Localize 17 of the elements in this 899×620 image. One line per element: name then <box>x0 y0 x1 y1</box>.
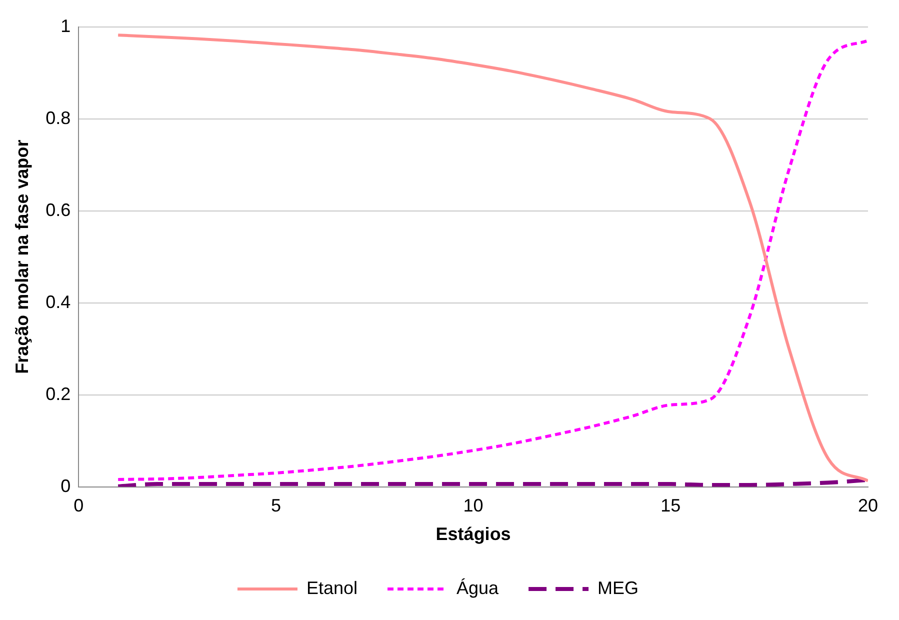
x-tick-label: 10 <box>463 496 484 516</box>
y-tick-label: 0.8 <box>46 108 71 128</box>
x-tick-label: 0 <box>74 496 84 516</box>
x-tick-label: 5 <box>270 496 281 516</box>
line-series <box>116 478 868 487</box>
x-tick-label: 20 <box>858 496 878 516</box>
y-tick-label: 1 <box>60 16 71 36</box>
legend-label: MEG <box>598 578 639 598</box>
legend-label: Água <box>456 578 500 598</box>
y-axis-title: Fração molar na fase vapor <box>12 140 32 374</box>
y-tick-label: 0.2 <box>46 384 71 404</box>
y-tick-label: 0 <box>60 476 71 496</box>
y-tick-label: 0.4 <box>46 292 71 312</box>
x-tick-label: 15 <box>660 496 681 516</box>
legend-label: Etanol <box>306 578 358 598</box>
x-axis-title: Estágios <box>436 524 511 544</box>
y-tick-label: 0.6 <box>46 200 71 220</box>
